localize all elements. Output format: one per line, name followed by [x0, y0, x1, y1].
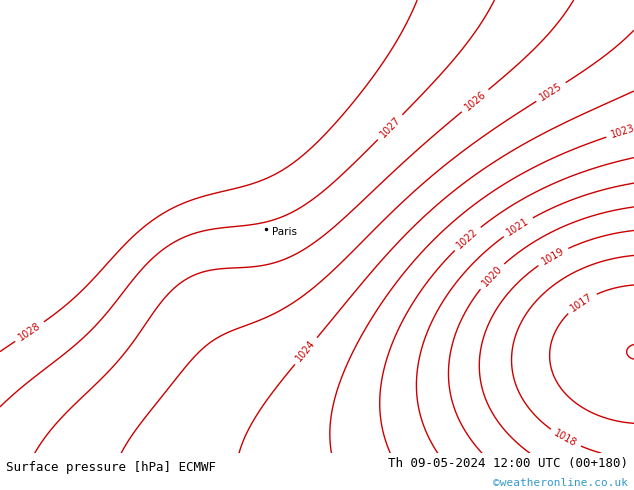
Text: 1019: 1019	[540, 246, 566, 267]
Text: 1028: 1028	[16, 320, 42, 343]
Text: 1017: 1017	[569, 292, 595, 314]
Text: 1020: 1020	[480, 264, 504, 289]
Text: 1026: 1026	[462, 89, 488, 112]
Text: Paris: Paris	[272, 227, 297, 237]
Text: 1025: 1025	[538, 81, 564, 103]
Text: 1027: 1027	[378, 115, 403, 140]
Text: Surface pressure [hPa] ECMWF: Surface pressure [hPa] ECMWF	[6, 462, 216, 474]
Text: 1024: 1024	[294, 339, 318, 364]
Text: 1022: 1022	[455, 226, 480, 250]
Text: 1018: 1018	[552, 428, 578, 449]
Text: 1023: 1023	[609, 123, 634, 140]
Text: ©weatheronline.co.uk: ©weatheronline.co.uk	[493, 478, 628, 489]
Text: Th 09-05-2024 12:00 UTC (00+180): Th 09-05-2024 12:00 UTC (00+180)	[387, 457, 628, 470]
Text: 1021: 1021	[505, 216, 531, 238]
